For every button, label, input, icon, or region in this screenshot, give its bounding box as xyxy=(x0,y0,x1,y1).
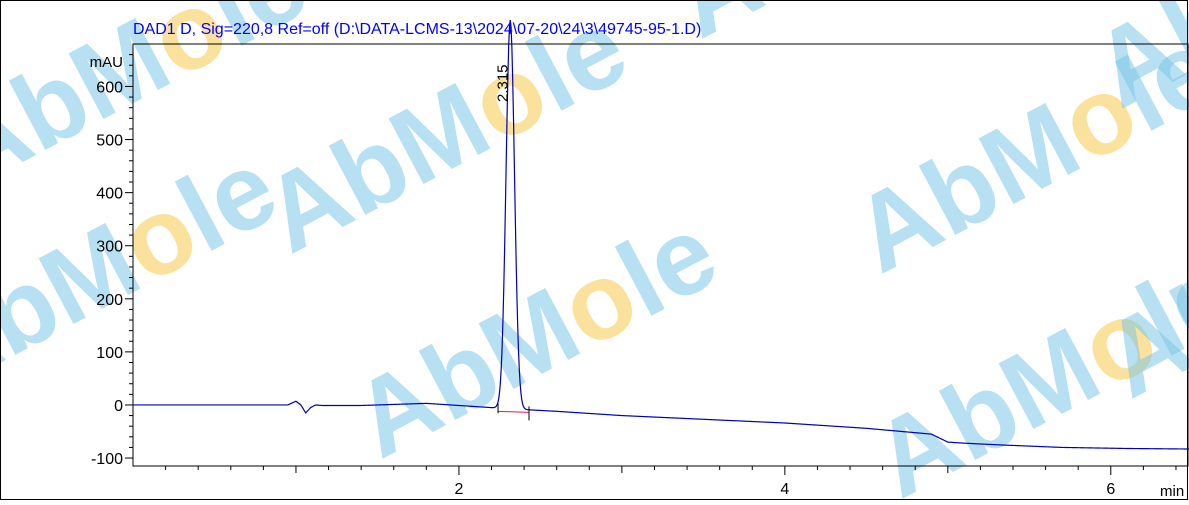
y-tick-label: 200 xyxy=(96,292,123,309)
x-axis-label: min xyxy=(1160,483,1184,500)
x-tick-label: 6 xyxy=(1106,481,1115,498)
peak-baseline xyxy=(498,410,530,413)
chart-title: DAD1 D, Sig=220,8 Ref=off (D:\DATA-LCMS-… xyxy=(133,21,701,38)
y-tick-label: 100 xyxy=(96,345,123,362)
watermark: AbMole xyxy=(244,0,645,275)
trace-layer: 2.315 xyxy=(133,20,1189,450)
watermark: AbMole xyxy=(334,190,735,480)
y-axis-label: mAU xyxy=(90,54,123,71)
y-tick-label: 600 xyxy=(96,79,123,96)
y-tick-label: 500 xyxy=(96,133,123,150)
watermark: AbMole xyxy=(654,0,1055,60)
peak-label: 2.315 xyxy=(494,64,511,102)
y-tick-label: 0 xyxy=(114,398,123,415)
y-tick-label: 400 xyxy=(96,186,123,203)
x-tick-label: 2 xyxy=(454,481,463,498)
y-tick-label: -100 xyxy=(91,451,123,468)
y-tick-label: 300 xyxy=(96,239,123,256)
x-tick-label: 4 xyxy=(780,481,789,498)
series-line xyxy=(133,20,1189,450)
